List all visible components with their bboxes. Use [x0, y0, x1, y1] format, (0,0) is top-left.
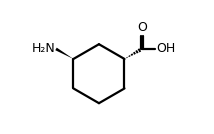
Text: O: O	[137, 21, 147, 34]
Text: OH: OH	[156, 42, 175, 55]
Polygon shape	[55, 48, 73, 59]
Text: H₂N: H₂N	[32, 42, 55, 55]
